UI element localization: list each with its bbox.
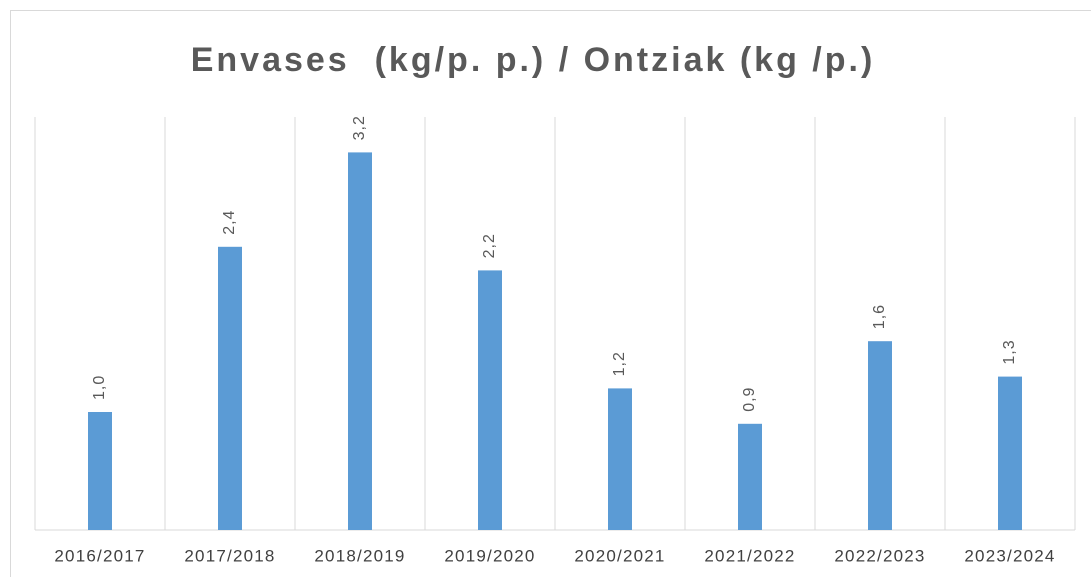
value-label: 2,4 — [221, 210, 238, 235]
value-label: 1,6 — [871, 304, 888, 329]
value-label: 1,2 — [611, 351, 628, 376]
bar — [738, 423, 762, 530]
bar — [868, 341, 892, 530]
value-label: 2,2 — [481, 233, 498, 258]
x-tick-label: 2020/2021 — [574, 546, 665, 565]
x-tick-label: 2022/2023 — [834, 546, 925, 565]
x-tick-label: 2021/2022 — [704, 546, 795, 565]
x-tick-label: 2023/2024 — [964, 546, 1055, 565]
x-tick-label: 2017/2018 — [184, 546, 275, 565]
bar — [478, 270, 502, 530]
value-label: 1,0 — [91, 375, 108, 400]
x-tick-label: 2018/2019 — [314, 546, 405, 565]
bar — [608, 388, 632, 530]
value-label: 0,9 — [741, 387, 758, 412]
value-label: 1,3 — [1001, 339, 1018, 364]
value-label: 3,2 — [351, 115, 368, 140]
chart-title: Envases (kg/p. p.) / Ontziak (kg /p.) — [191, 41, 876, 79]
bar — [218, 246, 242, 531]
bar — [998, 376, 1022, 530]
chart-border — [10, 10, 1091, 577]
x-tick-label: 2019/2020 — [444, 546, 535, 565]
bar — [348, 152, 372, 530]
bar — [88, 412, 112, 530]
x-tick-label: 2016/2017 — [54, 546, 145, 565]
